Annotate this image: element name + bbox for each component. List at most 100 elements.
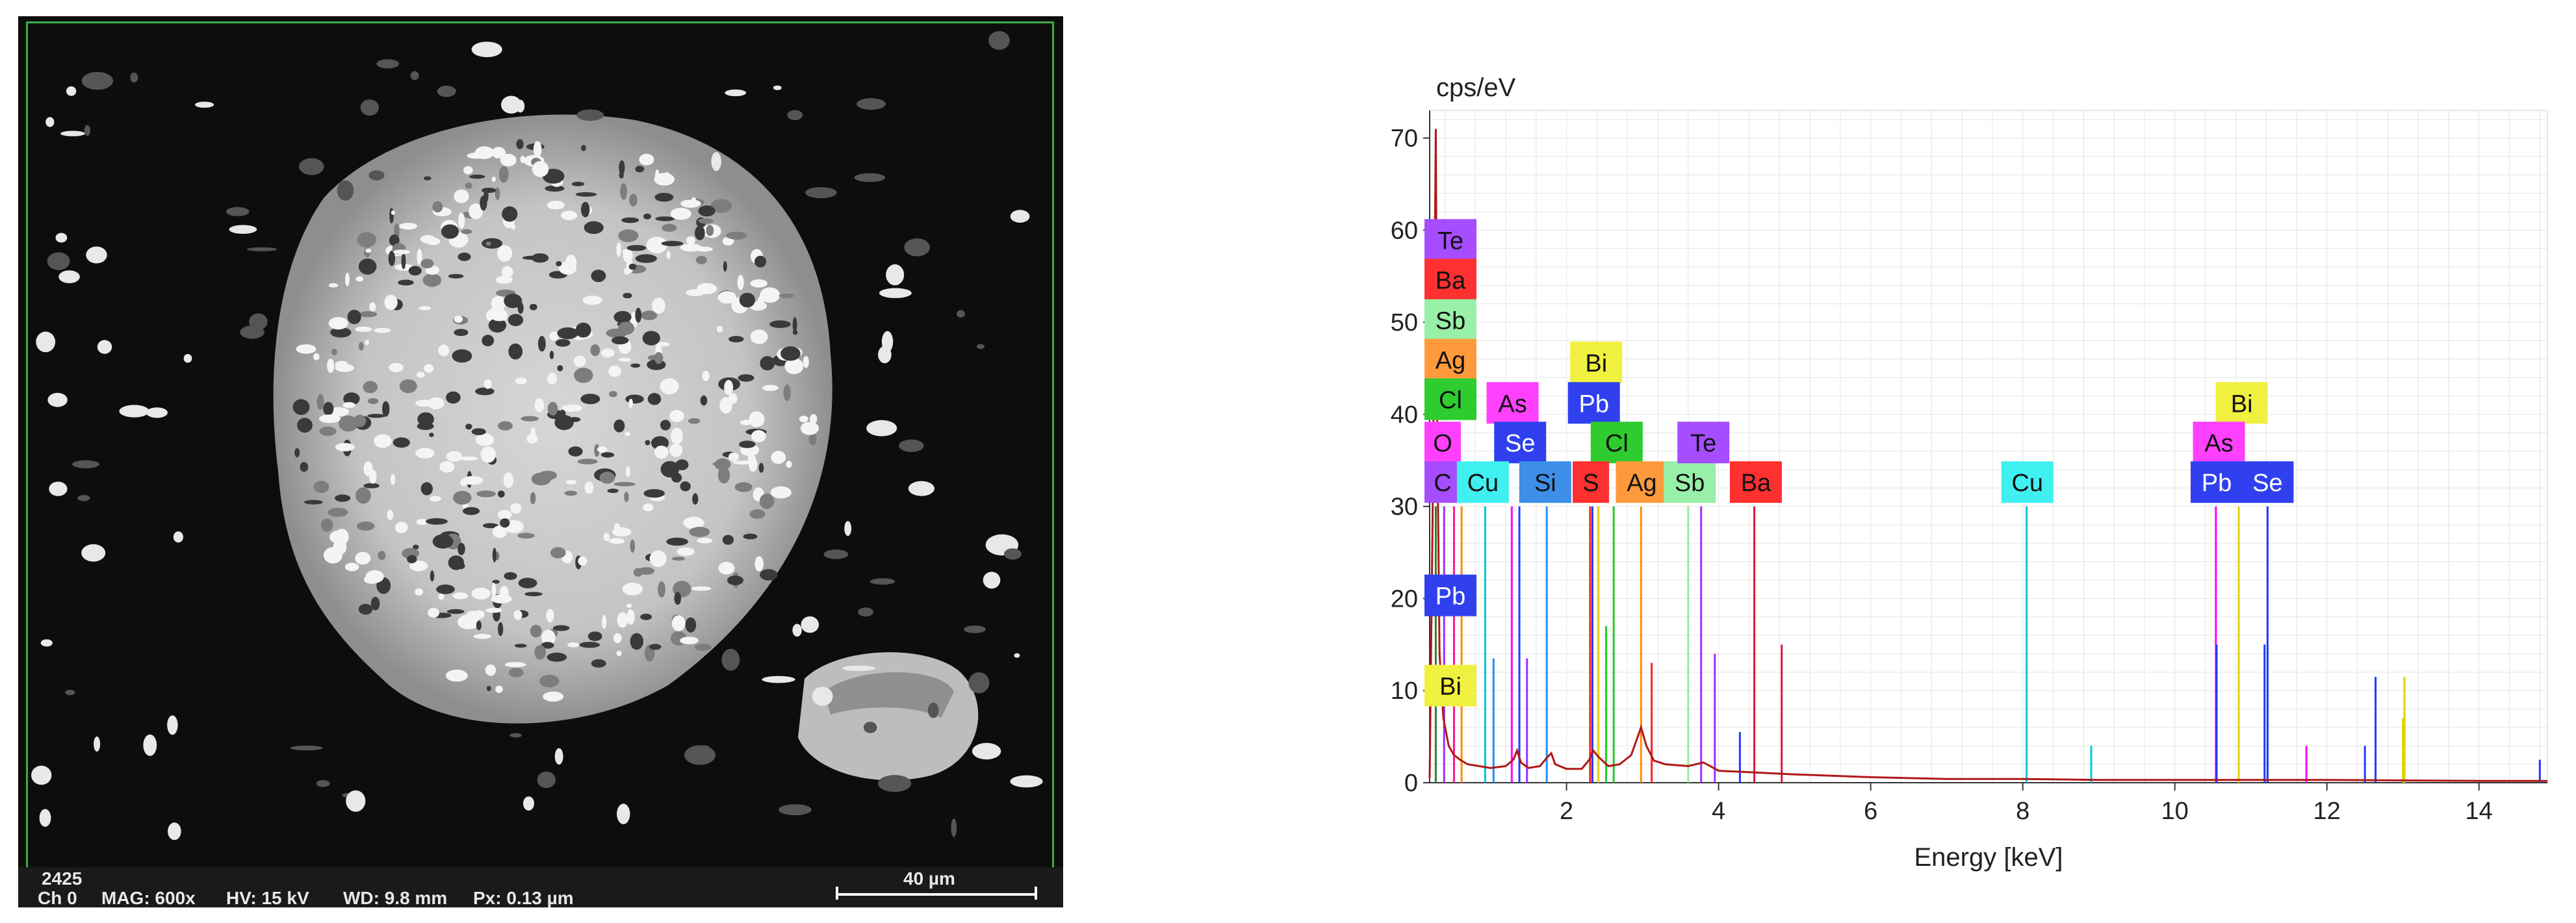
texture-grain (517, 533, 535, 539)
texture-grain (541, 629, 556, 646)
debris-fragment (84, 125, 90, 136)
element-label-box (1424, 461, 1461, 503)
texture-grain (374, 434, 392, 448)
texture-grain (663, 172, 671, 185)
texture-grain (374, 327, 391, 333)
texture-grain (722, 535, 734, 545)
texture-grain (426, 518, 448, 525)
texture-grain (438, 593, 444, 600)
texture-grain (369, 469, 377, 484)
texture-grain (628, 398, 633, 409)
element-label: Cu (2011, 470, 2043, 497)
element-label: Cu (1467, 470, 1499, 497)
texture-grain (357, 232, 376, 247)
texture-grain (618, 322, 635, 335)
texture-grain (533, 141, 542, 158)
texture-grain (515, 377, 527, 385)
element-label-box (1424, 259, 1476, 301)
texture-grain (669, 410, 684, 422)
scale-bar-label: 40 µm (903, 868, 955, 889)
texture-grain (649, 550, 667, 567)
scale-bar (836, 893, 1037, 896)
texture-grain (401, 253, 406, 270)
texture-grain (370, 596, 380, 611)
debris-fragment (45, 117, 55, 127)
texture-grain (616, 650, 622, 657)
debris-fragment (81, 71, 114, 90)
texture-grain (808, 433, 817, 446)
texture-grain (579, 642, 600, 648)
texture-grain (504, 572, 517, 580)
texture-grain (343, 392, 360, 405)
texture-grain (671, 427, 683, 445)
x-axis-label: Energy [keV] (1914, 843, 2063, 872)
debris-fragment (516, 99, 525, 113)
texture-grain (491, 296, 506, 312)
texture-grain (318, 414, 341, 424)
texture-grain (661, 240, 684, 246)
chart-grid (1429, 110, 2548, 783)
element-label-box (1486, 382, 1539, 424)
y-tick-label: 50 (1391, 309, 1418, 336)
element-label-box (1424, 299, 1476, 341)
texture-grain (686, 236, 695, 245)
texture-grain (432, 201, 443, 212)
texture-grain (738, 374, 754, 382)
texture-grain (626, 466, 630, 477)
texture-grain (465, 424, 472, 430)
debris-fragment (437, 85, 456, 97)
texture-grain (556, 261, 562, 266)
texture-grain (446, 451, 463, 462)
texture-grain (438, 344, 450, 357)
texture-grain (354, 414, 367, 427)
texture-grain (531, 472, 552, 486)
texture-grain (480, 196, 487, 211)
debris-fragment (968, 672, 990, 694)
texture-grain (635, 307, 642, 323)
texture-grain (680, 481, 691, 492)
texture-grain (571, 181, 585, 186)
texture-grain (532, 161, 549, 177)
debris-fragment (130, 72, 138, 83)
texture-grain (389, 234, 400, 246)
debris-fragment (554, 748, 563, 765)
debris-fragment (870, 578, 895, 585)
texture-grain (695, 246, 713, 252)
texture-grain (417, 422, 434, 430)
spectrum-curve (1428, 129, 2547, 782)
texture-grain (549, 331, 559, 341)
debris-fragment (501, 95, 522, 114)
texture-grain (513, 610, 522, 620)
debris-fragment (316, 780, 330, 787)
texture-grain (640, 613, 652, 620)
texture-grain (480, 446, 496, 463)
debris-fragment (812, 687, 833, 706)
texture-grain (498, 622, 504, 637)
x-tick-label: 12 (2313, 798, 2341, 825)
element-label-box (1677, 422, 1730, 464)
texture-grain (660, 420, 671, 431)
texture-grain (577, 459, 598, 464)
texture-grain (294, 448, 300, 458)
debris-fragment (801, 616, 819, 633)
y-tick-label: 20 (1391, 585, 1418, 613)
element-label: Te (1437, 227, 1463, 255)
texture-grain (465, 182, 472, 189)
texture-grain (652, 297, 665, 314)
debris-fragment (787, 110, 803, 120)
texture-grain (672, 557, 686, 561)
texture-grain (575, 192, 597, 197)
texture-grain (674, 592, 682, 605)
debris-fragment (195, 101, 214, 108)
texture-grain (760, 287, 780, 303)
element-label: Sb (1436, 308, 1465, 335)
texture-grain (618, 357, 632, 362)
texture-grain (417, 372, 425, 378)
texture-grain (408, 266, 422, 276)
texture-grain (347, 309, 361, 325)
texture-grain (471, 587, 491, 600)
element-label-box (1567, 382, 1620, 424)
texture-grain (522, 255, 542, 260)
texture-grain (692, 493, 699, 505)
